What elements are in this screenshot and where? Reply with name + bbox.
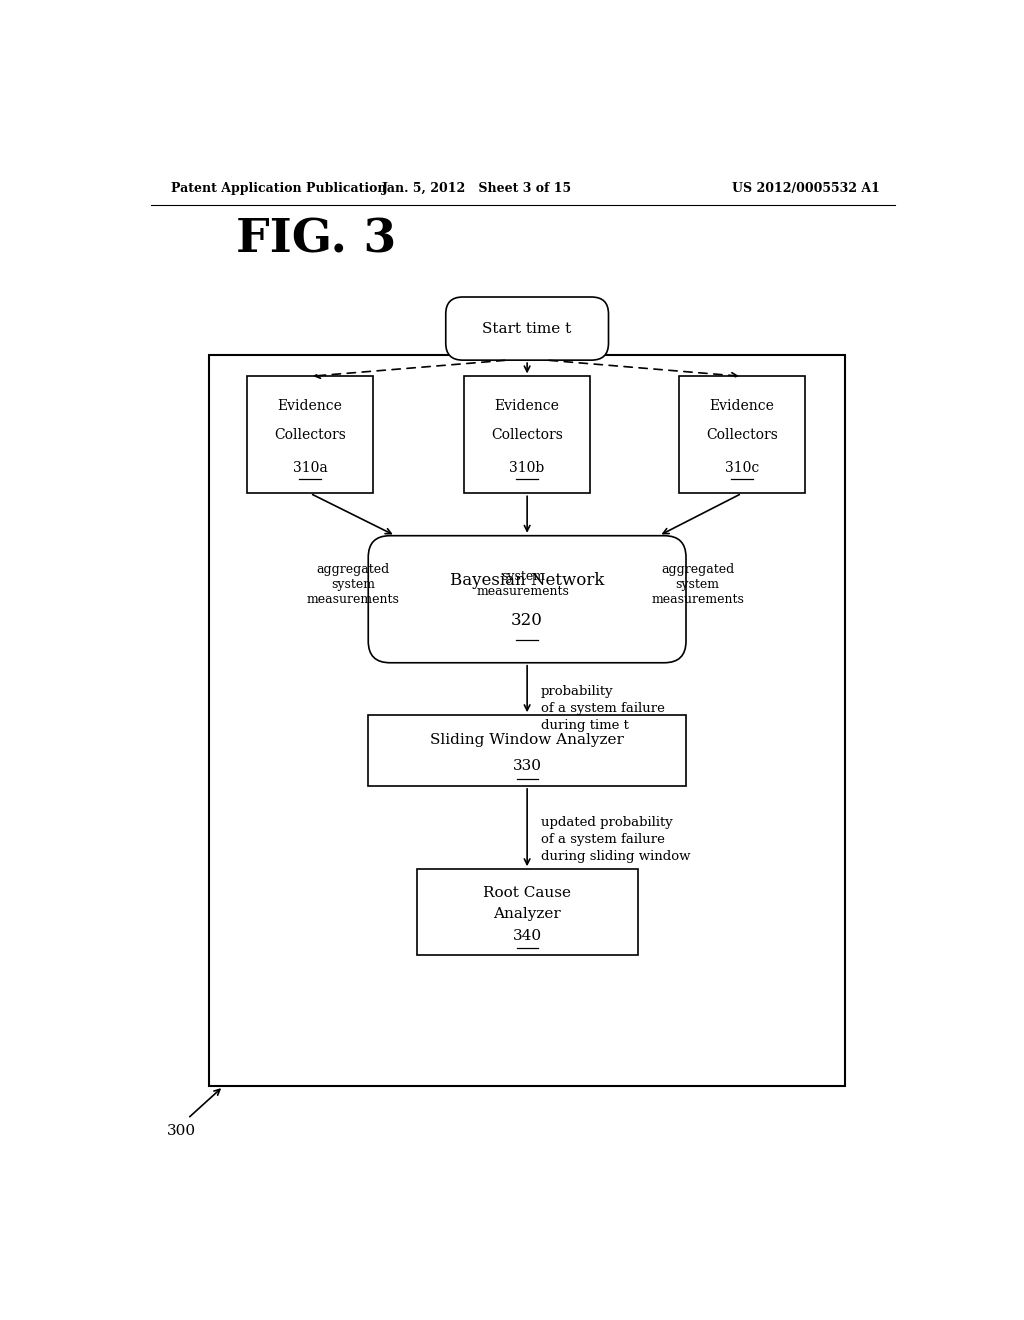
Text: Start time t: Start time t	[482, 322, 571, 335]
Bar	[209, 355, 845, 1086]
Text: Evidence: Evidence	[495, 399, 559, 413]
Text: probability
of a system failure
during time t: probability of a system failure during t…	[541, 685, 665, 733]
Text: 340: 340	[513, 929, 542, 944]
Text: Sliding Window Analyzer: Sliding Window Analyzer	[430, 733, 624, 747]
Text: Analyzer: Analyzer	[494, 907, 561, 921]
Bar	[369, 715, 686, 785]
Text: Root Cause: Root Cause	[483, 886, 571, 900]
Text: aggregated
system
measurements: aggregated system measurements	[306, 562, 399, 606]
Text: FIG. 3: FIG. 3	[237, 216, 396, 263]
Text: 330: 330	[513, 759, 542, 774]
Text: Evidence: Evidence	[710, 399, 774, 413]
Bar	[248, 376, 373, 494]
Text: Jan. 5, 2012   Sheet 3 of 15: Jan. 5, 2012 Sheet 3 of 15	[382, 182, 571, 194]
Text: 320: 320	[511, 612, 543, 630]
Text: 310b: 310b	[510, 461, 545, 475]
Text: Evidence: Evidence	[278, 399, 343, 413]
Text: 310a: 310a	[293, 461, 328, 475]
Text: Bayesian Network: Bayesian Network	[450, 572, 604, 589]
Bar	[679, 376, 805, 494]
Text: Collectors: Collectors	[706, 428, 778, 442]
Text: system
measurements: system measurements	[477, 570, 569, 598]
Text: 310c: 310c	[725, 461, 759, 475]
Text: US 2012/0005532 A1: US 2012/0005532 A1	[732, 182, 880, 194]
Text: Collectors: Collectors	[274, 428, 346, 442]
Bar	[464, 376, 590, 494]
Text: Collectors: Collectors	[492, 428, 563, 442]
Text: Patent Application Publication: Patent Application Publication	[171, 182, 386, 194]
Text: aggregated
system
measurements: aggregated system measurements	[651, 562, 744, 606]
Bar	[417, 869, 638, 956]
FancyBboxPatch shape	[445, 297, 608, 360]
Text: 300: 300	[167, 1123, 196, 1138]
FancyBboxPatch shape	[369, 536, 686, 663]
Text: updated probability
of a system failure
during sliding window: updated probability of a system failure …	[541, 816, 690, 863]
